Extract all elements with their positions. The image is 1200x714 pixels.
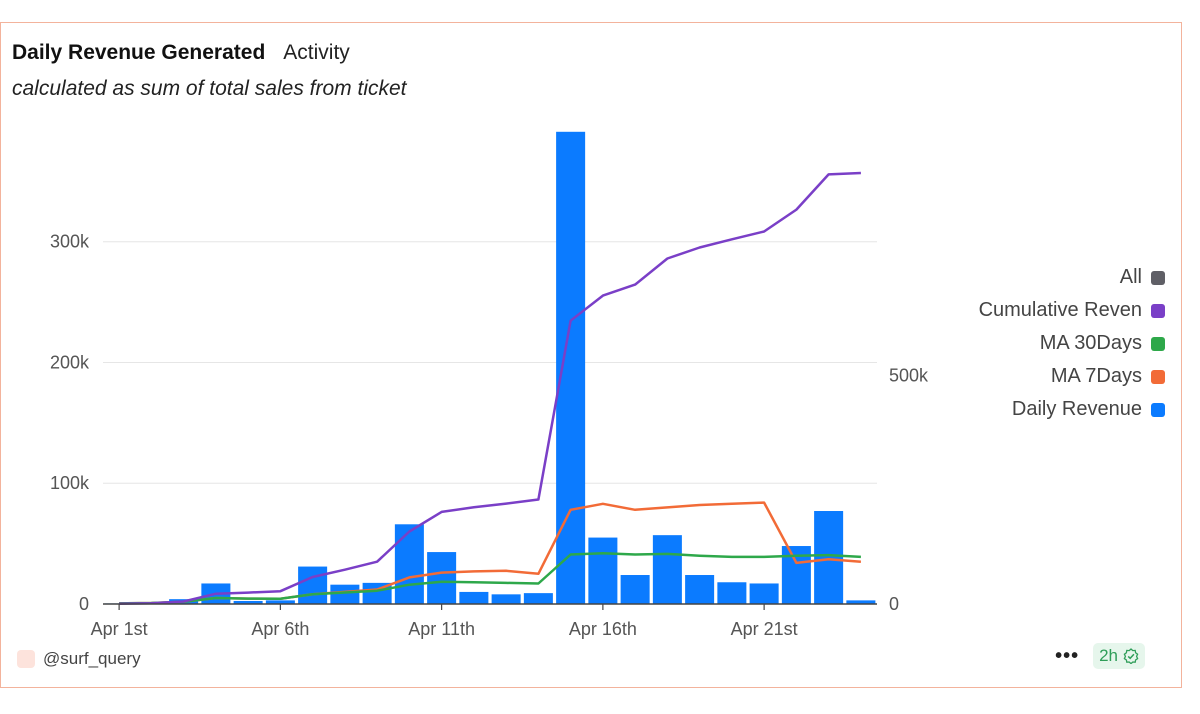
y-tick-label-left: 0 — [79, 594, 89, 614]
legend-label: MA 7Days — [1050, 365, 1142, 387]
bar — [298, 566, 328, 604]
y-tick-label-left: 100k — [50, 473, 90, 493]
legend-swatch — [1151, 303, 1165, 318]
chart-subtitle: calculated as sum of total sales from ti… — [12, 77, 407, 100]
x-tick-label: Apr 11th — [408, 619, 475, 639]
legend-label: Daily Revenue — [1011, 398, 1142, 420]
author-handle: @surf_query — [43, 649, 141, 668]
bar — [330, 584, 360, 604]
bar — [459, 591, 489, 604]
bar — [588, 537, 618, 604]
freshness-label: 2h — [1099, 646, 1118, 665]
legend-swatch — [1151, 369, 1165, 384]
y-tick-label-right: 500k — [889, 365, 929, 385]
freshness-badge: 2h — [1093, 643, 1145, 669]
chart-card: Daily Revenue Generated Activity calcula… — [0, 22, 1182, 688]
bar — [491, 594, 521, 604]
bar — [265, 600, 295, 604]
footer-author[interactable]: @surf_query — [17, 649, 141, 669]
legend-item-cumulative-revenue[interactable]: Cumulative Reven — [979, 294, 1165, 327]
bar — [427, 552, 457, 604]
y-tick-label-left: 300k — [50, 232, 90, 252]
bar — [749, 583, 779, 604]
x-tick-label: Apr 6th — [251, 619, 309, 639]
chart-plot: 0 100k 200k 300k 0 500k Apr 1st Apr 6th Apr 11th… — [50, 131, 929, 639]
bar — [556, 131, 586, 604]
series-line — [119, 552, 861, 605]
avatar — [17, 650, 35, 668]
bar — [846, 600, 876, 604]
legend: All Cumulative Reven MA 30Days MA 7Days … — [979, 261, 1165, 426]
legend-swatch — [1151, 402, 1165, 417]
legend-label: MA 30Days — [1039, 332, 1142, 354]
legend-swatch — [1151, 336, 1165, 351]
bar — [685, 575, 715, 604]
more-options-button[interactable]: ••• — [1055, 644, 1080, 667]
tab-activity[interactable]: Activity — [283, 41, 350, 64]
legend-swatch — [1151, 270, 1165, 285]
legend-item-daily-revenue[interactable]: Daily Revenue — [979, 393, 1165, 426]
bar — [620, 575, 650, 604]
legend-item-ma-7days[interactable]: MA 7Days — [979, 360, 1165, 393]
x-tick-label: Apr 1st — [91, 619, 148, 639]
y-tick-label-left: 200k — [50, 352, 90, 372]
bar — [814, 511, 844, 604]
legend-item-ma-30days[interactable]: MA 30Days — [979, 327, 1165, 360]
chart-title: Daily Revenue Generated — [12, 41, 266, 64]
header: Daily Revenue Generated Activity — [12, 41, 350, 65]
y-tick-label-right: 0 — [889, 594, 899, 614]
legend-label: Cumulative Reven — [978, 299, 1142, 321]
footer-actions: ••• 2h — [1055, 643, 1145, 669]
bar — [394, 524, 424, 604]
x-tick-label: Apr 16th — [569, 619, 637, 639]
bar — [523, 593, 553, 604]
legend-label: All — [1119, 266, 1142, 288]
verified-check-icon — [1123, 648, 1139, 664]
bar — [717, 582, 747, 604]
series-line — [119, 171, 861, 606]
bar — [652, 535, 682, 604]
legend-item-all[interactable]: All — [979, 261, 1165, 294]
x-tick-label: Apr 21st — [731, 619, 798, 639]
bar — [233, 600, 263, 604]
